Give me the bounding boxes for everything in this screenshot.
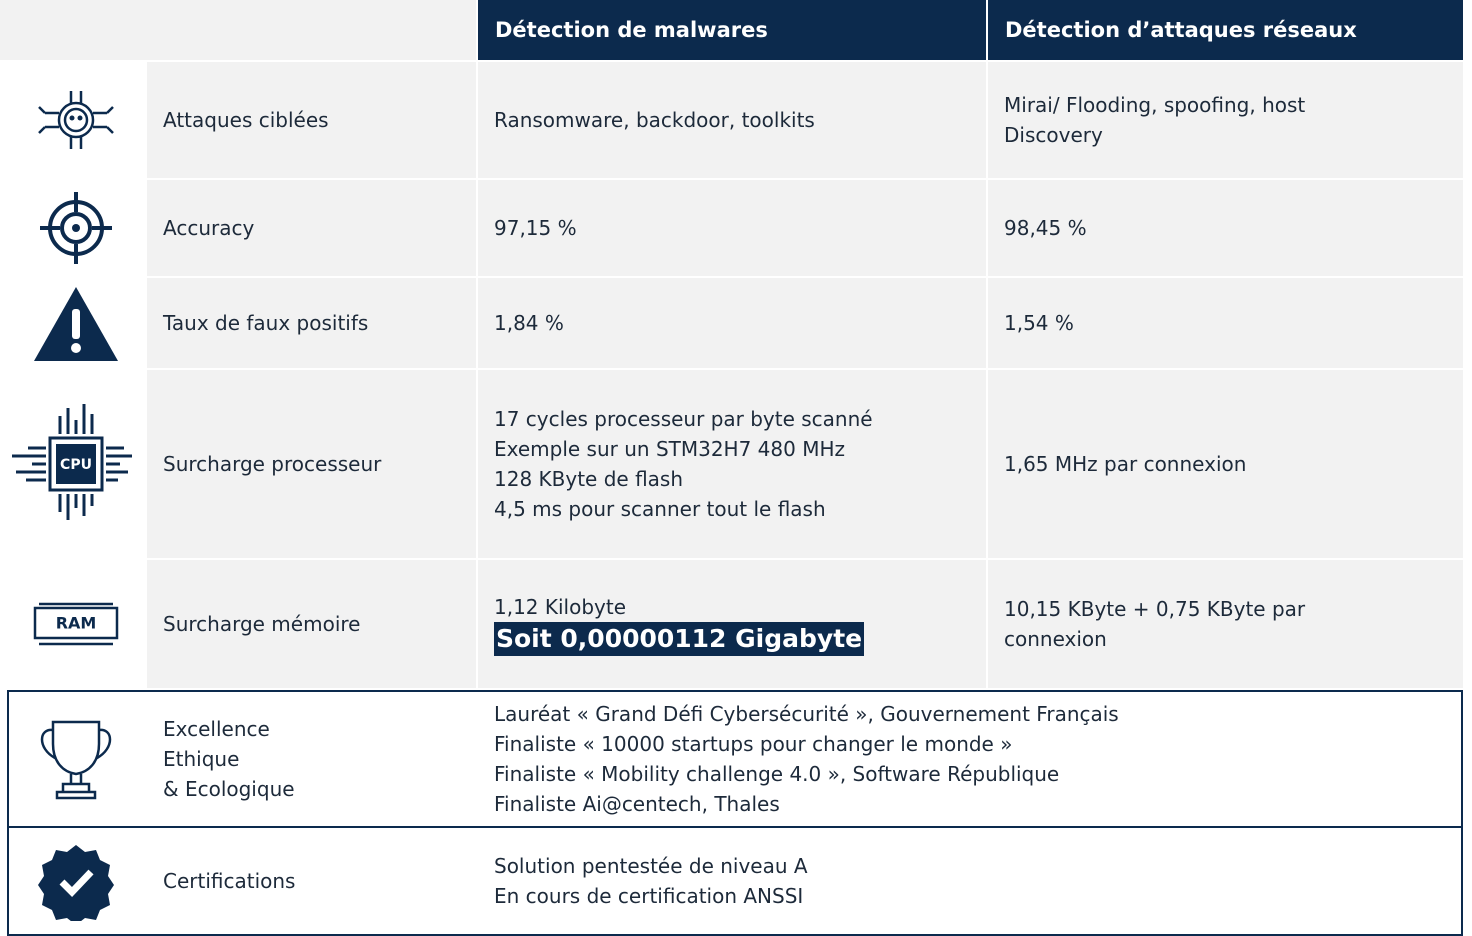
text-line: & Ecologique <box>163 777 295 801</box>
icon-shape <box>40 728 112 760</box>
text-line: Excellence <box>163 717 270 741</box>
text-line: Accuracy <box>163 216 255 240</box>
row-label: Attaques ciblées <box>147 62 476 178</box>
text-line: Exemple sur un STM32H7 480 MHz <box>494 437 846 461</box>
details-cell: Lauréat « Grand Défi Cybersécurité », Go… <box>478 690 1458 828</box>
network-cell: 1,54 % <box>988 278 1463 368</box>
text-line: Surcharge processeur <box>163 452 382 476</box>
row-icon: RAM <box>7 560 145 688</box>
icon-shape: RAM <box>33 602 119 646</box>
row-label: Surcharge processeur <box>147 370 476 558</box>
text-line: Attaques ciblées <box>163 108 329 132</box>
column-header: Détection d’attaques réseaux <box>988 0 1463 60</box>
icon-shape <box>72 224 80 232</box>
icon-shape <box>51 720 101 776</box>
icon-shape <box>59 869 94 898</box>
text-line: En cours de certification ANSSI <box>494 884 804 908</box>
icon-shape <box>69 115 75 121</box>
icon-shape <box>40 192 112 264</box>
malware-cell: 1,12 Kilobyte Soit 0,00000112 Gigabyte <box>478 560 986 688</box>
icon-shape <box>38 91 114 149</box>
icon-shape <box>12 404 132 520</box>
text-line: 4,5 ms pour scanner tout le flash <box>494 497 826 521</box>
icon-shape <box>57 101 95 139</box>
text-line: 17 cycles processeur par byte scanné <box>494 407 873 431</box>
icon-shape <box>39 602 113 646</box>
icon-shape <box>69 115 83 121</box>
highlight: Soit 0,00000112 Gigabyte <box>494 622 865 656</box>
icon-shape <box>72 309 80 339</box>
text-line: 1,65 MHz par connexion <box>1004 452 1247 476</box>
text-line: connexion <box>1004 627 1107 651</box>
row-icon: CPU <box>7 370 145 558</box>
malware-cell: 1,84 % <box>478 278 986 368</box>
text-line: 1,12 Kilobyte <box>494 595 627 619</box>
text-line: Mirai/ Flooding, spoofing, host <box>1004 93 1306 117</box>
icon-shape <box>77 115 83 121</box>
text-line: 97,15 % <box>494 216 577 240</box>
text-line: 10,15 KByte + 0,75 KByte par <box>1004 597 1306 621</box>
row-icon <box>7 180 145 276</box>
text-line: Ransomware, backdoor, toolkits <box>494 108 815 132</box>
icon-shape <box>40 192 112 264</box>
row-label: Certifications <box>147 828 476 934</box>
row-icon <box>7 828 145 934</box>
text-line: Finaliste « 10000 startups pour changer … <box>494 732 1013 756</box>
header-blank <box>0 0 476 60</box>
icon-shape <box>55 774 97 800</box>
network-cell: 10,15 KByte + 0,75 KByte par connexion <box>988 560 1463 688</box>
text-line: Certifications <box>163 869 296 893</box>
icon-shape <box>56 444 96 484</box>
icon-shape <box>38 845 114 921</box>
network-cell: Mirai/ Flooding, spoofing, host Discovery <box>988 62 1463 178</box>
icon-shape <box>40 720 112 800</box>
icon-shape <box>12 404 132 520</box>
row-icon <box>7 62 145 178</box>
text-line: 128 KByte de flash <box>494 467 684 491</box>
network-cell: 98,45 % <box>988 180 1463 276</box>
icon-shape <box>71 343 81 353</box>
icon-shape <box>38 91 114 149</box>
icon-text: RAM <box>56 614 97 633</box>
icon-shape <box>40 720 112 800</box>
text-line: Lauréat « Grand Défi Cybersécurité », Go… <box>494 702 1119 726</box>
row-label: Accuracy <box>147 180 476 276</box>
text-line: Ethique <box>163 747 240 771</box>
icon-shape <box>60 212 92 244</box>
text-line: Solution pentestée de niveau A <box>494 854 808 878</box>
text-line: 98,45 % <box>1004 216 1087 240</box>
row-box <box>7 690 1463 828</box>
icon-shape <box>34 287 118 361</box>
icon-shape: CPU <box>12 404 132 520</box>
icon-text: CPU <box>60 457 92 473</box>
icon-shape <box>33 606 119 640</box>
malware-cell: Ransomware, backdoor, toolkits <box>478 62 986 178</box>
text-line: Taux de faux positifs <box>163 311 369 335</box>
malware-cell: 17 cycles processeur par byte scanné Exem… <box>478 370 986 558</box>
text-line: Finaliste Ai@centech, Thales <box>494 792 780 816</box>
text-line: Discovery <box>1004 123 1103 147</box>
icon-shape <box>40 192 112 264</box>
text-line: 1,54 % <box>1004 311 1074 335</box>
row-icon <box>7 690 145 828</box>
text-line: Finaliste « Mobility challenge 4.0 », So… <box>494 762 1060 786</box>
row-icon <box>7 278 145 368</box>
text-line: 1,84 % <box>494 311 564 335</box>
text-line: Surcharge mémoire <box>163 612 361 636</box>
icon-shape <box>63 107 89 133</box>
icon-shape <box>38 91 114 149</box>
row-label: Surcharge mémoire <box>147 560 476 688</box>
icon-shape <box>33 602 119 646</box>
row-label: Taux de faux positifs <box>147 278 476 368</box>
column-header: Détection de malwares <box>478 0 986 60</box>
row-box <box>7 828 1463 936</box>
icon-shape <box>48 436 104 492</box>
details-cell: Solution pentestée de niveau A En cours d… <box>478 828 1458 934</box>
network-cell: 1,65 MHz par connexion <box>988 370 1463 558</box>
malware-cell: 97,15 % <box>478 180 986 276</box>
row-label: Excellence Ethique & Ecologique <box>147 690 476 828</box>
